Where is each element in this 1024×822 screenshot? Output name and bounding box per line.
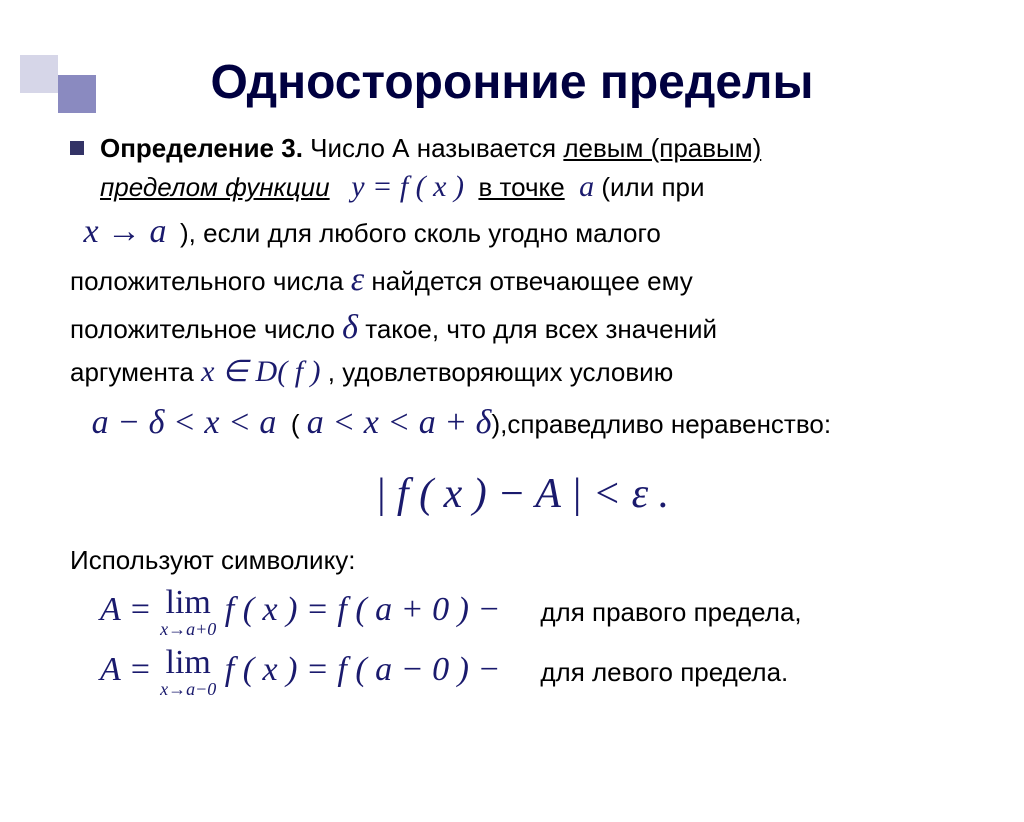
math-lim-right: A = lim x→a+0 f ( x ) = f ( a + 0 ) − — [100, 586, 500, 638]
lim2-sub: x→a−0 — [160, 680, 216, 698]
para-line2b: найдется отвечающее ему — [364, 266, 693, 296]
lim1-sub: x→a+0 — [160, 620, 216, 638]
para-line4b: , удовлетворяющих условию — [321, 357, 674, 387]
paren-open: ( — [291, 409, 307, 439]
deco-square-light — [20, 55, 58, 93]
lim-stack-right: lim x→a+0 — [160, 586, 216, 638]
def-text-1a: Число — [303, 133, 392, 163]
para-line3a: положительное число — [70, 314, 342, 344]
lim-word-2: lim — [166, 646, 211, 680]
math-xinDf: x ∈ D( f ) — [201, 355, 320, 388]
corner-decoration — [0, 55, 120, 115]
def-text-2c: (или при — [601, 172, 704, 202]
notation-label: Используют символику: — [70, 542, 974, 578]
math-interval-left: a − δ < x < a — [92, 404, 277, 441]
math-interval-right: a < x < a + δ — [307, 404, 492, 441]
definition-block: Определение 3. Число А называется левым … — [70, 130, 974, 208]
slide-title: Односторонние пределы — [0, 55, 1024, 110]
paren-close: ), — [491, 409, 507, 439]
math-delta: δ — [342, 309, 358, 346]
def-text-2a: пределом функции — [100, 172, 330, 202]
para-line3b: такое, что для всех значений — [358, 314, 717, 344]
def-A: А — [392, 133, 409, 163]
def-left-right: левым (правым) — [563, 133, 761, 163]
math-lim-left: A = lim x→a−0 f ( x ) = f ( a − 0 ) − — [100, 646, 500, 698]
para-inequality: справедливо неравенство: — [507, 409, 831, 439]
limit-left-row: A = lim x→a−0 f ( x ) = f ( a − 0 ) − дл… — [100, 646, 974, 698]
definition-body: x → a), если для любого сколь угодно мал… — [70, 208, 974, 393]
lim1-A: A = — [100, 591, 160, 628]
limit-right-row: A = lim x→a+0 f ( x ) = f ( a + 0 ) − дл… — [100, 586, 974, 638]
slide-content: Определение 3. Число А называется левым … — [0, 130, 1024, 698]
math-yfx: y = f ( x ) — [351, 170, 464, 203]
para-line4a: аргумента — [70, 357, 201, 387]
lim-word-1: lim — [166, 586, 211, 620]
desc-right: для правого предела, — [540, 594, 801, 630]
deco-square-dark — [58, 75, 96, 113]
lim2-rest: f ( x ) = f ( a − 0 ) − — [216, 651, 500, 688]
math-xtoa: x → a — [70, 208, 180, 256]
bullet-icon — [70, 141, 84, 155]
para-line2a: положительного числа — [70, 266, 351, 296]
desc-left: для левого предела. — [540, 654, 788, 690]
def-text-2b: в точке — [478, 172, 564, 202]
lim2-A: A = — [100, 651, 160, 688]
math-eps: ε — [351, 261, 364, 298]
math-a: a — [579, 170, 594, 203]
def-text-1b: называется — [410, 133, 564, 163]
main-inequality: | f ( x ) − A | < ε . — [70, 465, 974, 524]
lim-stack-left: lim x→a−0 — [160, 646, 216, 698]
para-line1: ), если для любого сколь угодно малого — [180, 218, 661, 248]
math-big-ineq: | f ( x ) − A | < ε . — [375, 471, 669, 517]
lim1-rest: f ( x ) = f ( a + 0 ) − — [216, 591, 500, 628]
def-label: Определение 3. — [100, 133, 303, 163]
interval-row: a − δ < x < a ( a < x < a + δ),справедли… — [70, 399, 974, 447]
